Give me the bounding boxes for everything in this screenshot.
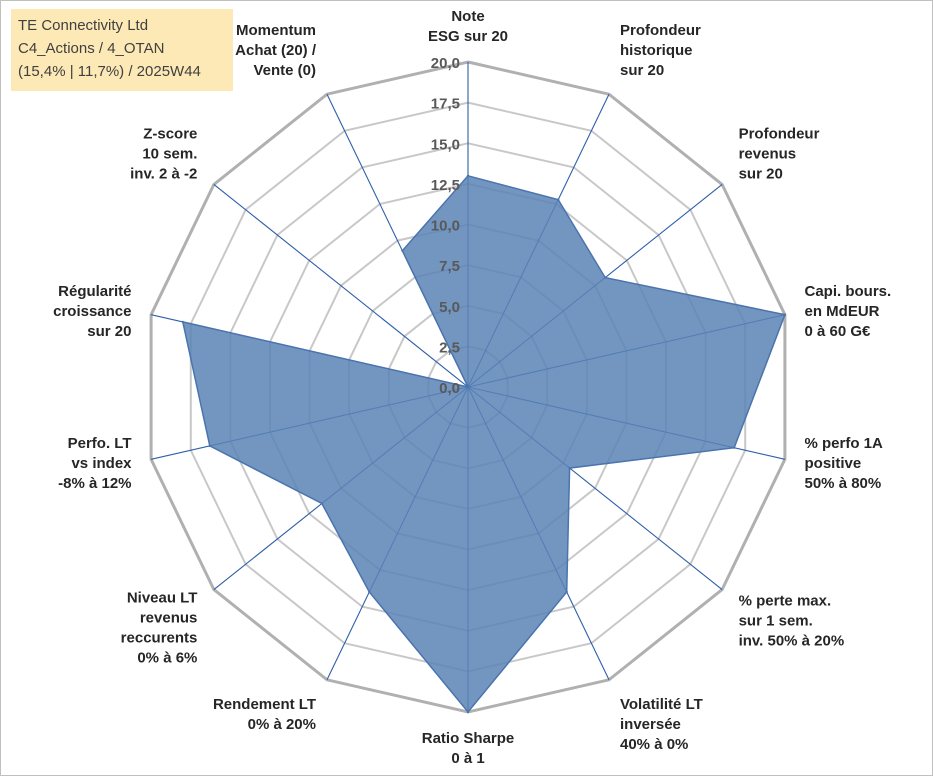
- axis-label-7: Ratio Sharpe 0 à 1: [422, 730, 515, 767]
- axis-label-line: sur 1 sem.: [739, 613, 813, 630]
- axis-label-4: % perfo 1A positive 50% à 80%: [805, 435, 884, 492]
- data-point-12: [466, 385, 470, 389]
- axis-label-2: Profondeur revenus sur 20: [739, 125, 820, 182]
- axis-label-line: revenus: [140, 610, 198, 627]
- axis-label-9: Niveau LT revenus reccurents 0% à 6%: [121, 590, 198, 667]
- axis-label-line: 10 sem.: [142, 145, 197, 162]
- axis-label-1: Profondeur historique sur 20: [620, 22, 701, 79]
- tick-label-8: 20,0: [431, 55, 460, 72]
- title-company: TE Connectivity Ltd: [18, 17, 149, 34]
- axis-label-line: -8% à 12%: [58, 475, 131, 492]
- data-point-10: [208, 444, 211, 448]
- axis-label-line: Achat (20) /: [235, 42, 317, 59]
- tick-layer: 0,0 2,5 5,0 7,5 10,0 12,5 15,0 17,5 20,0: [431, 55, 460, 397]
- data-point-9: [320, 502, 324, 505]
- axis-label-line: ESG sur 20: [428, 28, 508, 45]
- axis-label-13: Momentum Achat (20) / Vente (0): [235, 22, 317, 79]
- axis-label-5: % perte max. sur 1 sem. inv. 50% à 20%: [739, 593, 845, 650]
- axis-label-3: Capi. bours. en MdEUR 0 à 60 G€: [805, 283, 892, 340]
- axis-label-line: Momentum: [236, 22, 316, 39]
- axis-label-line: inversée: [620, 716, 681, 733]
- tick-label-1: 2,5: [439, 339, 460, 356]
- axis-label-line: Vente (0): [253, 62, 316, 79]
- axis-label-line: Capi. bours.: [805, 283, 892, 300]
- title-box: TE Connectivity Ltd C4_Actions / 4_OTAN …: [11, 9, 233, 91]
- axis-label-line: Note: [451, 8, 484, 25]
- data-point-4: [733, 446, 736, 449]
- axis-label-line: croissance: [53, 303, 131, 320]
- tick-label-6: 15,0: [431, 136, 460, 153]
- axis-label-line: Z-score: [143, 125, 197, 142]
- axis-label-line: 0% à 20%: [248, 716, 316, 733]
- axis-label-line: vs index: [71, 455, 132, 472]
- axis-label-line: % perte max.: [739, 593, 832, 610]
- title-category: C4_Actions / 4_OTAN: [18, 40, 165, 57]
- axis-label-line: revenus: [739, 145, 797, 162]
- axis-label-8: Rendement LT 0% à 20%: [213, 696, 316, 733]
- data-point-5: [568, 466, 571, 470]
- axis-label-line: Volatilité LT: [620, 696, 703, 713]
- axis-label-line: Perfo. LT: [68, 435, 132, 452]
- axis-label-line: Profondeur: [620, 22, 701, 39]
- axis-label-line: 50% à 80%: [805, 475, 882, 492]
- tick-label-0: 0,0: [439, 380, 460, 397]
- series-layer: [181, 174, 787, 714]
- series-area: [181, 174, 786, 714]
- axis-label-line: Rendement LT: [213, 696, 316, 713]
- axis-label-line: % perfo 1A: [805, 435, 884, 452]
- axis-label-line: sur 20: [620, 62, 664, 79]
- axis-label-line: Ratio Sharpe: [422, 730, 515, 747]
- axis-label-line: sur 20: [87, 323, 131, 340]
- axis-label-line: positive: [805, 455, 862, 472]
- data-point-7: [466, 710, 470, 714]
- data-point-13: [401, 249, 404, 252]
- axis-label-line: reccurents: [121, 630, 198, 647]
- axis-label-12: Z-score 10 sem. inv. 2 à -2: [130, 125, 197, 182]
- axis-label-0: Note ESG sur 20: [428, 8, 508, 45]
- axis-label-line: 40% à 0%: [620, 736, 688, 753]
- tick-label-4: 10,0: [431, 218, 460, 235]
- label-layer: Note ESG sur 20 Profondeur historique sur 20…: [53, 8, 891, 767]
- tick-label-7: 17,5: [431, 96, 460, 113]
- axis-label-line: inv. 50% à 20%: [739, 633, 845, 650]
- axis-label-line: 0% à 6%: [137, 650, 197, 667]
- tick-label-5: 12,5: [431, 177, 460, 194]
- data-point-0: [466, 174, 470, 177]
- axis-label-line: historique: [620, 42, 693, 59]
- axis-label-6: Volatilité LT inversée 40% à 0%: [620, 696, 703, 753]
- data-point-2: [604, 276, 607, 279]
- data-point-8: [368, 590, 371, 594]
- axis-label-11: Régularité croissance sur 20: [53, 283, 131, 340]
- data-point-1: [557, 198, 560, 201]
- axis-label-line: Niveau LT: [127, 590, 198, 607]
- axis-label-line: Profondeur: [739, 125, 820, 142]
- axis-label-line: inv. 2 à -2: [130, 165, 197, 182]
- title-stats: (15,4% | 11,7%) / 2025W44: [18, 63, 201, 80]
- axis-label-line: 0 à 60 G€: [805, 323, 872, 340]
- axis-label-line: sur 20: [739, 165, 783, 182]
- axis-label-line: 0 à 1: [451, 750, 484, 767]
- axis-label-line: en MdEUR: [805, 303, 880, 320]
- data-point-11: [181, 320, 184, 324]
- tick-label-3: 7,5: [439, 258, 460, 275]
- axis-label-line: Régularité: [58, 283, 131, 300]
- axis-spoke-12: [213, 183, 469, 388]
- axis-label-10: Perfo. LT vs index -8% à 12%: [58, 435, 132, 492]
- tick-label-2: 5,0: [439, 299, 460, 316]
- data-point-3: [783, 313, 787, 316]
- data-point-6: [565, 590, 568, 594]
